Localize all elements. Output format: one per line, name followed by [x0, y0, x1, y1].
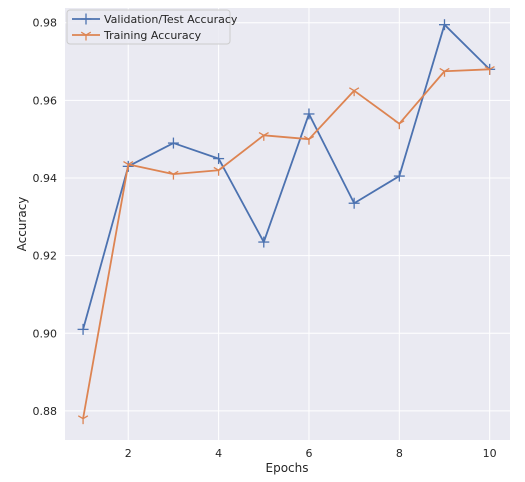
x-tick-labels: 2 4 6 8 10 [125, 447, 497, 460]
x-tick-label: 6 [305, 447, 312, 460]
data-point [123, 161, 134, 170]
x-tick-label: 10 [483, 447, 497, 460]
series-layer [77, 19, 496, 425]
y-tick-label: 0.92 [33, 250, 58, 263]
x-tick-label: 4 [215, 447, 222, 460]
legend-item: Training Accuracy [72, 29, 202, 42]
legend-marker [80, 13, 92, 25]
series-line [82, 68, 490, 419]
y-tick-label: 0.94 [33, 172, 58, 185]
y-tick-labels: 0.88 0.90 0.92 0.94 0.96 0.98 [33, 17, 58, 418]
data-point [348, 197, 360, 209]
y-tick-label: 0.98 [33, 17, 58, 30]
legend-label: Validation/Test Accuracy [104, 13, 238, 26]
data-point [213, 166, 224, 176]
x-axis-title: Epochs [266, 461, 309, 475]
data-point [303, 108, 315, 120]
data-point [258, 131, 269, 141]
data-point [258, 236, 270, 248]
legend-item: Validation/Test Accuracy [72, 13, 238, 26]
series-training [77, 65, 495, 425]
data-point [168, 170, 179, 180]
data-point [393, 170, 405, 182]
data-point [303, 135, 315, 145]
data-point [77, 415, 89, 425]
data-point [77, 323, 89, 335]
x-tick-label: 2 [125, 447, 132, 460]
grid-lines [65, 8, 510, 440]
data-point [349, 87, 360, 97]
data-point [213, 153, 225, 165]
legend-box [66, 9, 231, 45]
data-point [167, 137, 179, 149]
y-axis-title: Accuracy [15, 197, 29, 252]
x-tick-label: 8 [396, 447, 403, 460]
data-point [394, 120, 405, 130]
series-line [82, 23, 491, 330]
legend-marker [80, 31, 92, 41]
data-point [484, 65, 495, 75]
y-tick-label: 0.96 [33, 94, 58, 107]
data-point [438, 19, 450, 31]
legend-label: Training Accuracy [103, 29, 202, 42]
y-tick-label: 0.88 [33, 405, 58, 418]
y-tick-label: 0.90 [33, 327, 58, 340]
legend: Validation/Test Accuracy Training Accurac… [66, 9, 238, 45]
data-point [439, 67, 450, 77]
